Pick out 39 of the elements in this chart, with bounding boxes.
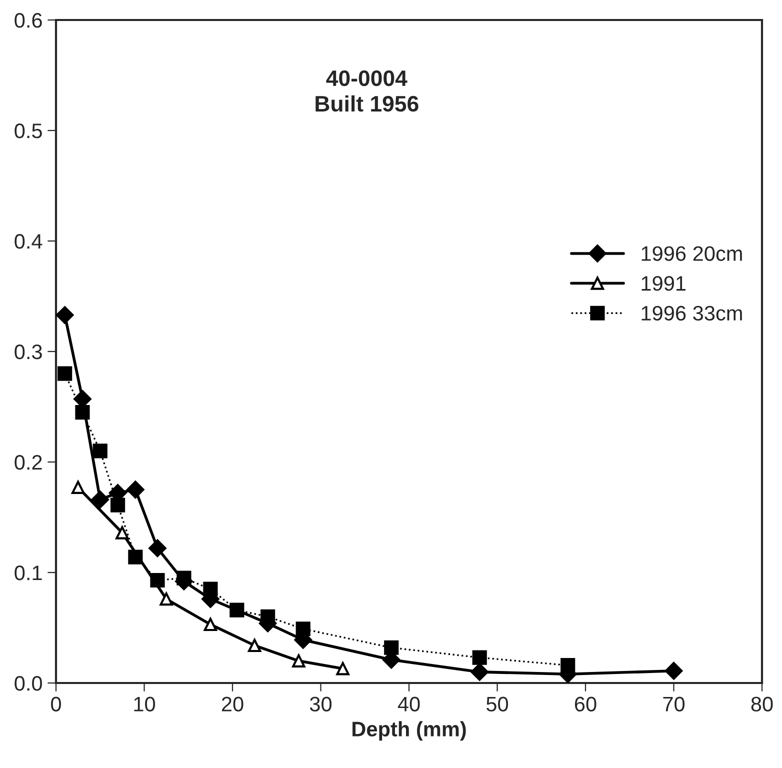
x-tick-label: 60 bbox=[574, 696, 596, 712]
point bbox=[126, 480, 144, 499]
point bbox=[56, 306, 74, 324]
point bbox=[664, 662, 683, 680]
y-tick-label: 0.3 bbox=[14, 344, 42, 360]
y-tick-label: 0.6 bbox=[14, 13, 42, 28]
point bbox=[204, 618, 218, 632]
point bbox=[148, 539, 166, 558]
y-tick-label: 0.5 bbox=[14, 124, 42, 138]
x-tick-label: 0 bbox=[51, 696, 61, 712]
point bbox=[472, 650, 487, 665]
legend-label: 1991 bbox=[642, 276, 686, 291]
point bbox=[110, 498, 126, 512]
x-axis-title: Depth (mm) bbox=[352, 721, 466, 741]
x-tick-label: 80 bbox=[751, 696, 773, 712]
x-tick-label: 20 bbox=[222, 696, 244, 712]
x-tick-label: 50 bbox=[486, 696, 508, 712]
point bbox=[58, 366, 72, 381]
y-tick-label: 0.2 bbox=[14, 455, 42, 470]
point bbox=[91, 490, 110, 508]
point bbox=[336, 662, 350, 676]
text: 40-0004 Built 1956 bbox=[316, 70, 418, 112]
point bbox=[160, 592, 173, 606]
point bbox=[248, 638, 262, 652]
y-tick-label: 0.0 bbox=[14, 676, 42, 691]
x-tick-label: 10 bbox=[134, 696, 156, 712]
x-tick-label: 30 bbox=[310, 696, 332, 712]
y-tick-label: 0.4 bbox=[14, 234, 42, 249]
y-tick-label: 0.1 bbox=[14, 566, 42, 580]
point bbox=[384, 640, 399, 655]
point bbox=[71, 480, 85, 494]
legend-label: 1996 33cm bbox=[642, 306, 742, 321]
point bbox=[116, 526, 129, 540]
point bbox=[292, 654, 306, 668]
x-tick-label: 70 bbox=[663, 696, 685, 712]
point bbox=[470, 663, 488, 681]
point bbox=[92, 444, 108, 458]
legend-label: 1996 20cm bbox=[642, 246, 742, 261]
x-tick-label: 40 bbox=[398, 696, 420, 712]
